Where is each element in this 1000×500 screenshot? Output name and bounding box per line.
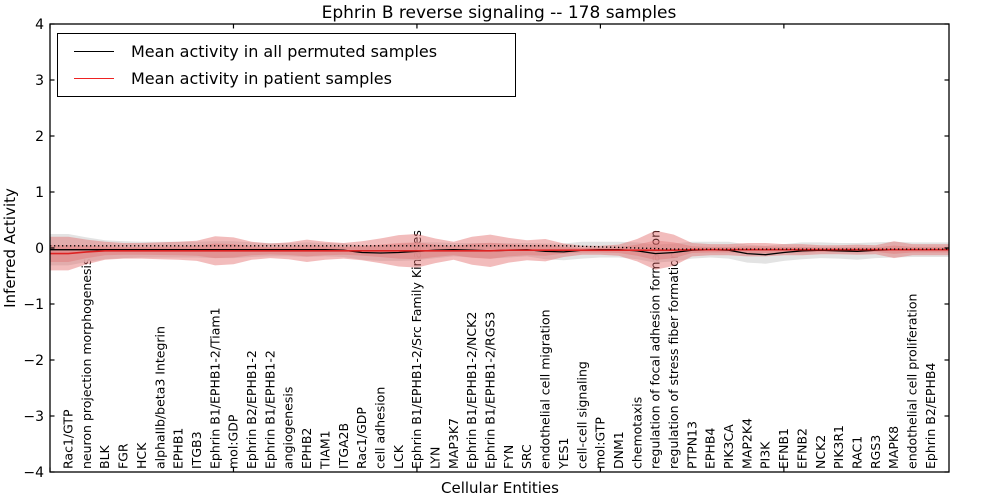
x-tick-label: endothelial cell migration xyxy=(538,309,553,469)
y-tick-label: 2 xyxy=(35,129,44,145)
x-tick-label: EPHB4 xyxy=(703,428,718,469)
legend-item-patient: Mean activity in patient samples xyxy=(74,69,515,88)
x-tick-label: PIK3CA xyxy=(721,424,736,469)
x-tick-label: EFNB2 xyxy=(794,428,809,469)
x-tick-label: ITGA2B xyxy=(336,423,351,469)
legend: Mean activity in all permuted samples Me… xyxy=(57,33,516,97)
x-tick-label: BLK xyxy=(97,444,112,469)
y-tick-labels: 4 3 2 1 0 −1 −2 −3 −4 xyxy=(23,17,44,481)
x-tick-label: neuron projection morphogenesis xyxy=(79,258,94,469)
y-tick-label: −1 xyxy=(23,297,44,313)
y-tick-label: −4 xyxy=(23,465,44,481)
x-tick-label: EFNB1 xyxy=(776,428,791,469)
y-tick-label: −3 xyxy=(23,409,44,425)
y-axis-label: Inferred Activity xyxy=(1,188,19,308)
x-tick-label: regulation of focal adhesion formation xyxy=(648,230,663,469)
x-tick-label: Ephrin B1/EPHB1-2/Tiam1 xyxy=(207,307,222,469)
permuted-line-swatch xyxy=(74,51,114,52)
x-axis-label: Cellular Entities xyxy=(441,479,559,497)
x-tick-label: angiogenesis xyxy=(281,387,296,469)
x-tick-label: DNM1 xyxy=(611,431,626,469)
y-tick-label: 3 xyxy=(35,73,44,89)
x-tick-label: mol:GDP xyxy=(226,414,241,469)
x-tick-label: FYN xyxy=(501,445,516,469)
x-tick-label: cell adhesion xyxy=(372,387,387,469)
x-tick-label: YES1 xyxy=(556,438,571,470)
x-tick-label: endothelial cell proliferation xyxy=(905,294,920,469)
x-tick-labels: Rac1/GTP neuron projection morphogenesis B… xyxy=(61,230,938,470)
x-tick-label: mol:GTP xyxy=(593,417,608,469)
x-tick-label: Ephrin B1/EPHB1-2/RGS3 xyxy=(483,312,498,469)
x-tick-label: EPHB2 xyxy=(299,428,314,469)
legend-label-permuted: Mean activity in all permuted samples xyxy=(131,42,438,61)
legend-item-permuted: Mean activity in all permuted samples xyxy=(74,42,515,61)
y-tick-label: −2 xyxy=(23,353,44,369)
x-tick-label: RAC1 xyxy=(850,436,865,469)
x-tick-label: alphaIIb/beta3 Integrin xyxy=(152,326,167,469)
x-tick-label: FGR xyxy=(116,443,131,469)
x-tick-label: PIK3R1 xyxy=(831,425,846,469)
x-tick-label: MAP2K4 xyxy=(739,418,754,469)
x-tick-label: HCK xyxy=(134,442,149,469)
x-tick-label: cell-cell signaling xyxy=(574,361,589,469)
x-tick-label: LYN xyxy=(428,447,443,469)
y-tick-label: 4 xyxy=(35,17,44,33)
x-tick-label: ITGB3 xyxy=(189,431,204,469)
reference-dotted-line xyxy=(50,245,949,250)
x-tick-label: MAP3K7 xyxy=(446,418,461,469)
x-tick-label: Ephrin B1/EPHB1-2/NCK2 xyxy=(464,312,479,469)
chart-title: Ephrin B reverse signaling -- 178 sample… xyxy=(322,3,677,23)
x-tick-label: Ephrin B2/EPHB1-2 xyxy=(244,350,259,469)
legend-label-patient: Mean activity in patient samples xyxy=(131,69,392,88)
x-tick-label: PTPN13 xyxy=(684,421,699,469)
x-tick-label: TIAM1 xyxy=(317,430,332,470)
x-tick-label: regulation of stress fiber formation xyxy=(666,251,681,469)
x-tick-label: Rac1/GTP xyxy=(61,409,76,469)
y-tick-label: 0 xyxy=(35,241,44,257)
x-tick-label: EPHB1 xyxy=(171,428,186,469)
x-tick-label: Ephrin B1/EPHB1-2/Src Family Kinases xyxy=(409,230,424,469)
x-tick-label: RGS3 xyxy=(868,435,883,469)
x-tick-label: PI3K xyxy=(758,441,773,469)
x-tick-label: MAPK8 xyxy=(886,426,901,469)
x-tick-label: chemotaxis xyxy=(629,397,644,469)
axis-ticks xyxy=(49,23,949,473)
x-tick-label: Ephrin B2/EPHB4 xyxy=(923,363,938,469)
y-tick-label: 1 xyxy=(35,185,44,201)
x-tick-label: SRC xyxy=(519,444,534,469)
x-tick-label: LCK xyxy=(391,444,406,469)
plot-bands-and-lines xyxy=(50,230,949,271)
x-tick-label: Rac1/GDP xyxy=(354,407,369,469)
x-tick-label: NCK2 xyxy=(813,435,828,469)
x-tick-label: Ephrin B1/EPHB1-2 xyxy=(262,350,277,469)
patient-line-swatch xyxy=(74,78,114,79)
